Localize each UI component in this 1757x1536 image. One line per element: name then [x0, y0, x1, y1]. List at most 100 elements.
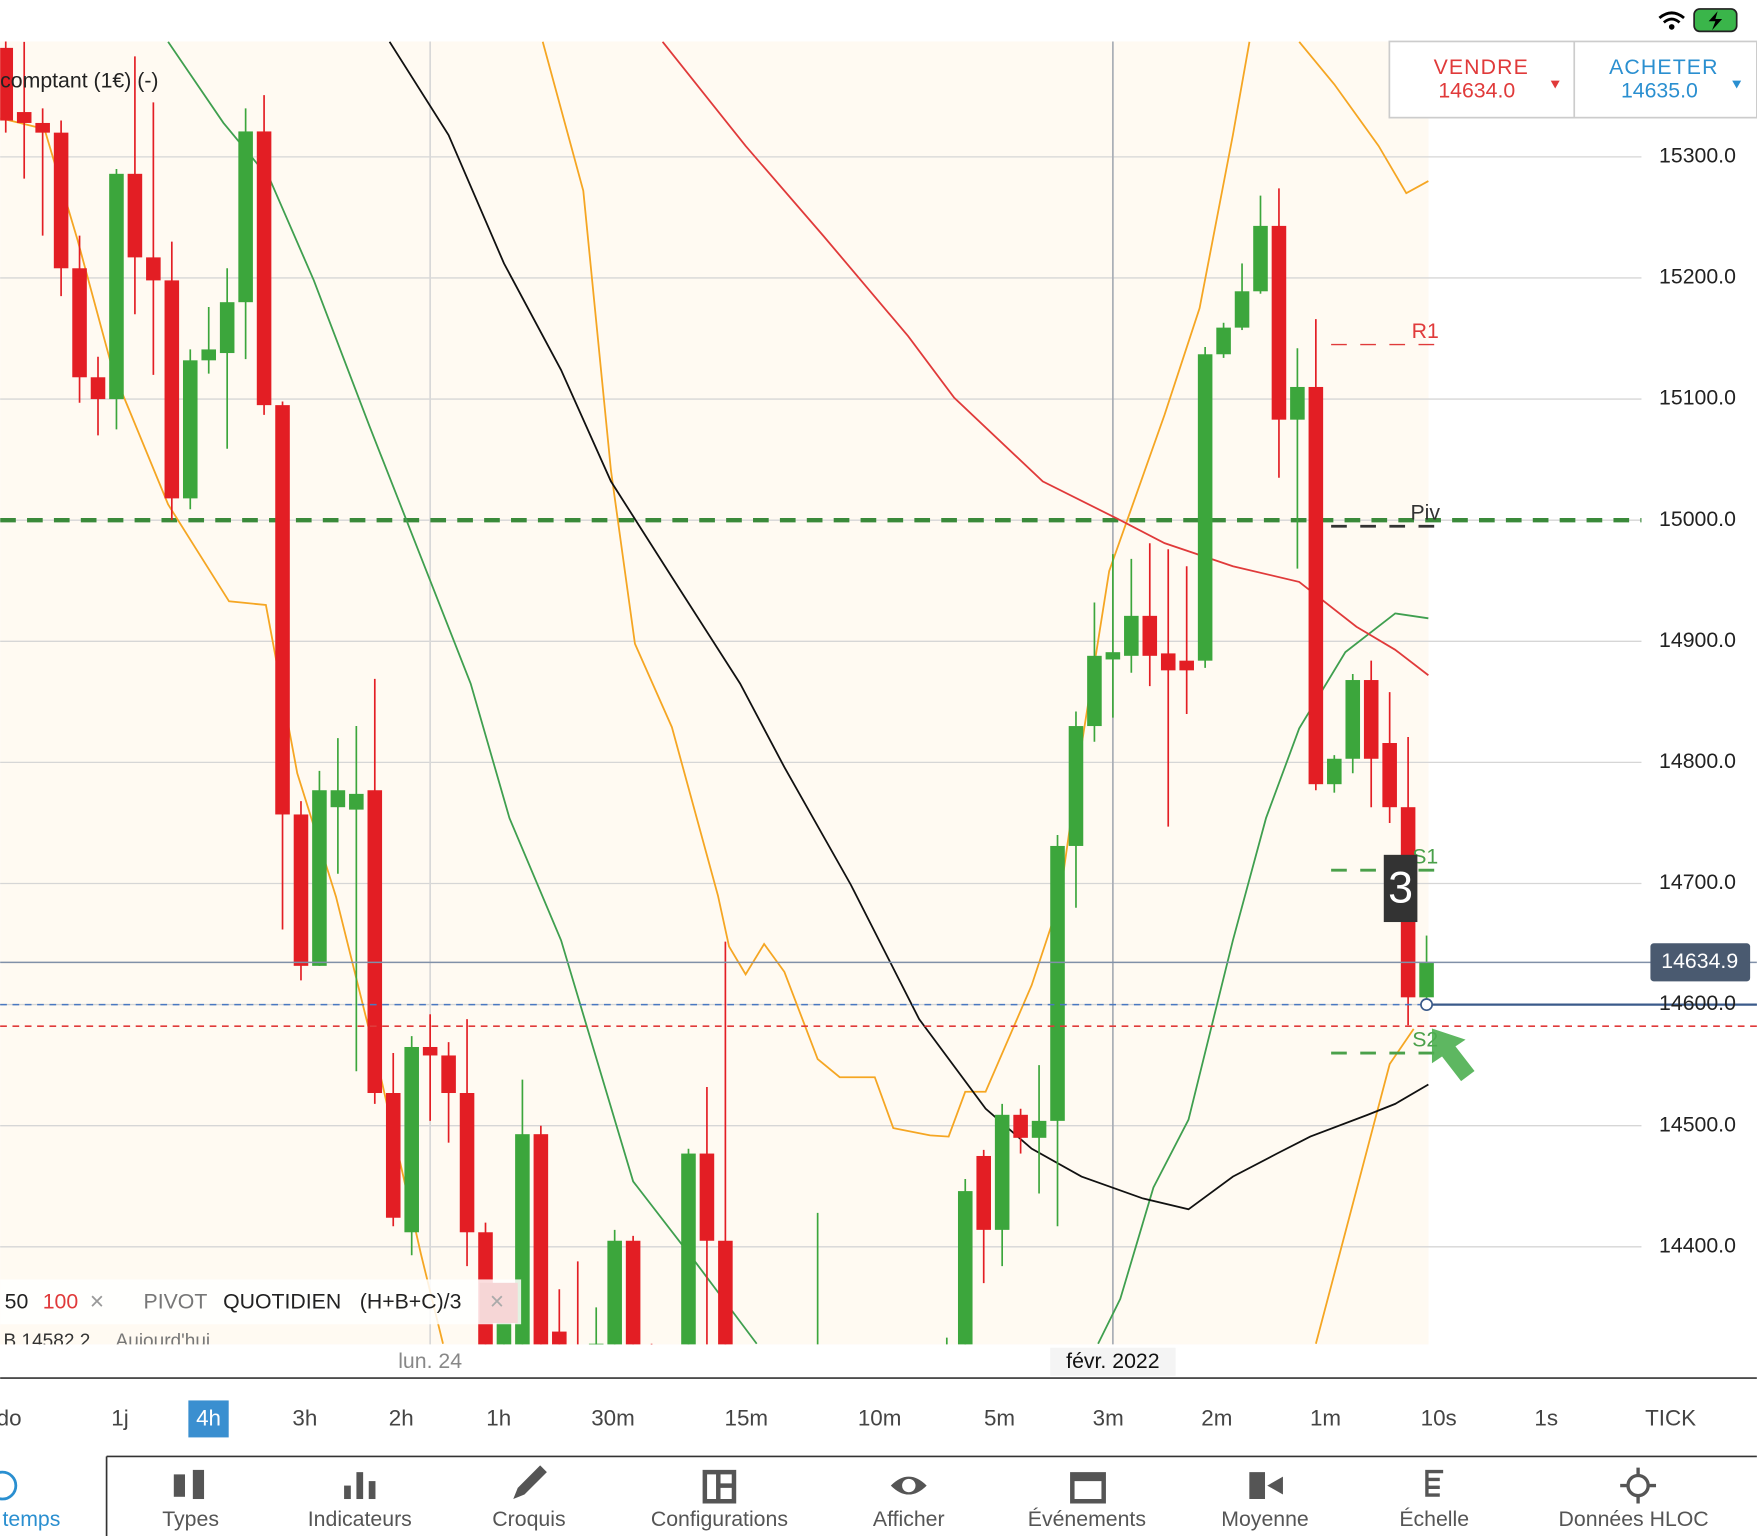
price-label-bg [1650, 943, 1751, 982]
price-label: 14634.9 [1661, 949, 1738, 973]
candle-body [146, 257, 161, 281]
sell-label[interactable]: VENDRE [1434, 55, 1529, 79]
candle-body [441, 1055, 456, 1094]
candle-body [1327, 758, 1342, 785]
band-fill [0, 41, 1429, 1345]
indicator-legend: 50 100 × PIVOT QUOTIDIEN (H+B+C)/3 × B 1… [0, 1279, 522, 1352]
candle-body [976, 1155, 991, 1230]
candle-body [1179, 660, 1194, 671]
candle-body [164, 280, 180, 499]
timeframe[interactable]: 2m [1201, 1405, 1232, 1430]
toolbar-button[interactable]: Configurations [651, 1507, 788, 1531]
timeframe[interactable]: 3h [292, 1405, 317, 1430]
candle-body [533, 1134, 549, 1345]
candle-body [1105, 652, 1121, 660]
icon-hloc [1620, 1467, 1657, 1504]
icon-hloc [1626, 1473, 1650, 1498]
candle-body [275, 405, 290, 815]
x-tick-label: févr. 2022 [1066, 1349, 1159, 1373]
timeframe[interactable]: 2h [389, 1405, 414, 1430]
overlay-line [388, 41, 1429, 1211]
badge-bg [1383, 854, 1418, 923]
charging-icon [1708, 11, 1723, 31]
timeframe[interactable]: 10s [1421, 1405, 1457, 1430]
status-bar [1658, 8, 1738, 33]
candle-body [182, 360, 198, 499]
buy-price[interactable]: 14635.0 [1621, 78, 1698, 102]
day-info: Aujourd'hui [116, 1331, 211, 1352]
pivot-formula: (H+B+C)/3 [360, 1290, 462, 1314]
last-marker [1420, 998, 1434, 1012]
toolbar-button[interactable]: Types [162, 1507, 219, 1531]
buy-arrow[interactable] [1732, 80, 1742, 89]
candle-body [607, 1240, 622, 1345]
candle-body [1290, 386, 1305, 420]
remove-indicator[interactable]: × [490, 1288, 504, 1315]
toolbar-button[interactable]: Données HLOC [1559, 1507, 1709, 1531]
level-label: Piv [1410, 501, 1440, 525]
candle-body [681, 1153, 696, 1345]
candle-body [496, 1319, 512, 1345]
timeframe[interactable]: do [0, 1405, 22, 1430]
timeframe[interactable]: 15m [725, 1405, 769, 1430]
toolbar-button[interactable]: Moyenne [1221, 1507, 1308, 1531]
toolbar-button[interactable]: Afficher [873, 1507, 945, 1531]
x-label-bg [1050, 1347, 1176, 1376]
timeframe[interactable]: 4h [196, 1405, 221, 1430]
x-axis: lun. 24 févr. 2022 [0, 1347, 1757, 1379]
buy-label[interactable]: ACHETER [1609, 55, 1718, 79]
timeframe[interactable]: 30m [591, 1405, 635, 1430]
toolbar: e temps Types Indicateurs Croquis Configurat… [0, 1455, 1757, 1536]
candle-body [1419, 962, 1434, 998]
icon-indicators [344, 1485, 351, 1500]
candle-body [1087, 655, 1102, 727]
y-tick-label: 14400.0 [1659, 1233, 1736, 1257]
buy-button[interactable]: ACHETER 14635.0 [1609, 55, 1742, 103]
overlay-line [661, 41, 1429, 676]
sell-price[interactable]: 14634.0 [1438, 78, 1515, 102]
toolbar-button[interactable]: e temps [0, 1507, 60, 1531]
pivot-period: QUOTIDIEN [223, 1290, 341, 1314]
y-tick-label: 15300.0 [1659, 143, 1736, 167]
toolbar-button[interactable]: Croquis [492, 1507, 565, 1531]
candle-body [1160, 653, 1176, 671]
candle-body [994, 1114, 1010, 1230]
plot [0, 41, 1642, 1345]
remove-bg [479, 1282, 518, 1324]
ma-period: 100 [43, 1290, 78, 1314]
toolbar-button[interactable]: Échelle [1399, 1506, 1469, 1531]
y-tick-label: 15200.0 [1659, 265, 1736, 289]
candle-body [404, 1046, 419, 1233]
icon-indicators [356, 1472, 364, 1500]
overlay-line [1298, 41, 1429, 195]
timeframe[interactable]: 5m [984, 1405, 1015, 1430]
candle-body [219, 302, 235, 354]
candle-body [1234, 291, 1250, 328]
candle-body [0, 47, 14, 121]
sell-arrow[interactable] [1550, 80, 1560, 89]
timeframe[interactable]: 3m [1093, 1405, 1124, 1430]
icon-types [173, 1474, 186, 1497]
sell-button[interactable]: VENDRE 14634.0 [1434, 55, 1560, 103]
toolbar-button[interactable]: Indicateurs [308, 1507, 412, 1531]
candle-body [625, 1240, 641, 1345]
wifi-dot [1668, 24, 1675, 30]
price-arrow [1431, 1028, 1475, 1082]
instrument-name: comptant (1€) (-) [0, 68, 158, 92]
remove-indicator[interactable]: × [90, 1288, 104, 1315]
candle-body [330, 790, 346, 808]
bid-info: B 14582.2 [4, 1331, 91, 1352]
candle-body [422, 1046, 438, 1056]
candle-body [1382, 743, 1397, 808]
timeframe[interactable]: 1j [111, 1405, 128, 1430]
timeframe[interactable]: 1h [486, 1405, 511, 1430]
icon-clock [0, 1470, 18, 1501]
timeframe[interactable]: 1m [1310, 1405, 1341, 1430]
timeframe[interactable]: TICK [1645, 1405, 1696, 1430]
icon-events [1070, 1472, 1106, 1504]
timeframe[interactable]: 10m [858, 1405, 902, 1430]
toolbar-button[interactable]: Événements [1028, 1506, 1146, 1531]
icon-indicators [368, 1481, 376, 1500]
timeframe[interactable]: 1s [1534, 1405, 1558, 1430]
